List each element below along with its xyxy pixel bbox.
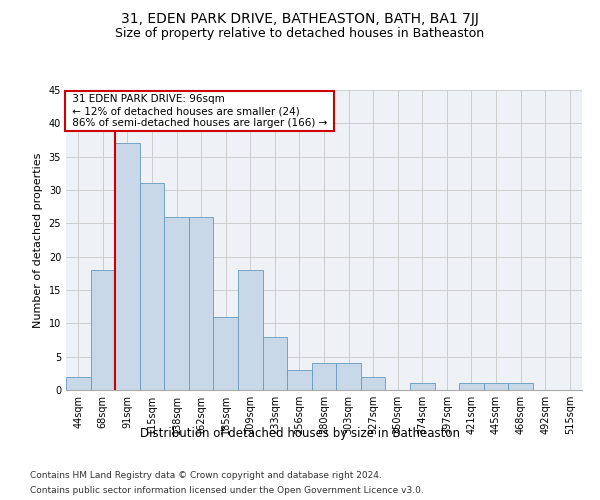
Bar: [263, 336, 287, 390]
Bar: [91, 270, 115, 390]
Bar: [484, 384, 508, 390]
Bar: [189, 216, 214, 390]
Text: Contains HM Land Registry data © Crown copyright and database right 2024.: Contains HM Land Registry data © Crown c…: [30, 471, 382, 480]
Text: Contains public sector information licensed under the Open Government Licence v3: Contains public sector information licen…: [30, 486, 424, 495]
Bar: [361, 376, 385, 390]
Bar: [140, 184, 164, 390]
Text: 31, EDEN PARK DRIVE, BATHEASTON, BATH, BA1 7JJ: 31, EDEN PARK DRIVE, BATHEASTON, BATH, B…: [121, 12, 479, 26]
Bar: [164, 216, 189, 390]
Bar: [410, 384, 434, 390]
Bar: [312, 364, 336, 390]
Bar: [287, 370, 312, 390]
Y-axis label: Number of detached properties: Number of detached properties: [33, 152, 43, 328]
Bar: [508, 384, 533, 390]
Text: Size of property relative to detached houses in Batheaston: Size of property relative to detached ho…: [115, 28, 485, 40]
Bar: [66, 376, 91, 390]
Text: 31 EDEN PARK DRIVE: 96sqm
 ← 12% of detached houses are smaller (24)
 86% of sem: 31 EDEN PARK DRIVE: 96sqm ← 12% of detac…: [68, 94, 330, 128]
Bar: [459, 384, 484, 390]
Bar: [336, 364, 361, 390]
Text: Distribution of detached houses by size in Batheaston: Distribution of detached houses by size …: [140, 428, 460, 440]
Bar: [214, 316, 238, 390]
Bar: [115, 144, 140, 390]
Bar: [238, 270, 263, 390]
